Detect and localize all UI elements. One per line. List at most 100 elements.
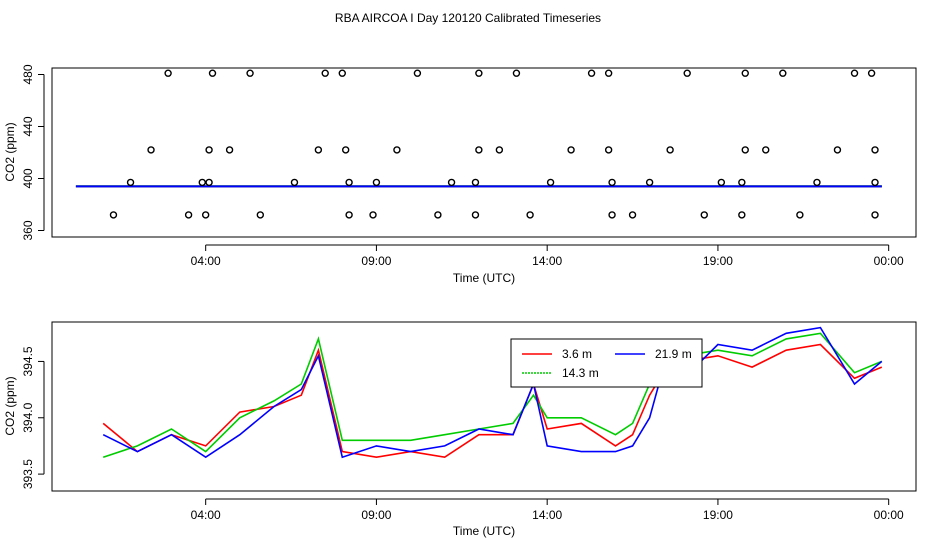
data-point (526, 211, 534, 219)
top-x-axis-label: Time (UTC) (453, 271, 515, 285)
data-point (567, 146, 575, 154)
top-y-tick-label: 480 (21, 64, 35, 84)
data-point (546, 178, 555, 187)
top-y-tick-label: 440 (21, 116, 35, 136)
legend-label-3-6m: 3.6 m (562, 347, 592, 361)
top-y-tick-label: 360 (21, 220, 35, 240)
bottom-y-tick-label: 394.5 (21, 346, 35, 376)
data-point (109, 211, 118, 219)
top-y-tick-label: 400 (21, 168, 35, 188)
data-point (164, 69, 172, 77)
data-point (256, 211, 265, 219)
data-point (369, 211, 377, 219)
top-x-tick-label: 14:00 (532, 254, 562, 268)
data-point (475, 146, 483, 154)
data-point (205, 146, 213, 154)
data-point (871, 146, 879, 154)
bottom-x-tick-label: 04:00 (191, 508, 221, 522)
data-point (741, 69, 749, 77)
data-point (184, 211, 193, 219)
chart-title: RBA AIRCOA I Day 120120 Calibrated Times… (335, 11, 601, 25)
legend-label-14-3m: 14.3 m (562, 366, 599, 380)
top-x-tick-label: 04:00 (191, 254, 221, 268)
series-line-14-3-m (102, 332, 883, 458)
data-point (205, 178, 213, 187)
top-y-axis: 360 400 440 480 (21, 64, 45, 241)
data-point (666, 146, 674, 154)
bottom-x-tick-label: 09:00 (361, 508, 391, 522)
data-point (604, 146, 613, 154)
data-point (867, 69, 876, 77)
data-point (762, 146, 770, 154)
data-point (628, 211, 637, 219)
data-point (833, 146, 842, 154)
data-point (608, 211, 616, 219)
data-point (796, 211, 804, 219)
data-point (738, 178, 746, 187)
bottom-y-tick-label: 394.0 (21, 402, 35, 432)
data-point (495, 146, 504, 154)
data-point (850, 69, 859, 77)
bottom-x-axis: 04:00 09:00 14:00 19:00 00:00 (191, 498, 904, 522)
legend: 3.6 m 14.3 m 21.9 m (510, 338, 703, 388)
legend-box (510, 338, 703, 388)
bottom-y-axis-label: CO2 (ppm) (3, 376, 17, 435)
data-point (341, 146, 350, 154)
top-x-axis: 04:00 09:00 14:00 19:00 00:00 (191, 244, 904, 268)
data-point (700, 211, 708, 219)
top-x-tick-label: 19:00 (703, 254, 733, 268)
bottom-x-axis-label: Time (UTC) (453, 524, 515, 538)
data-point (604, 69, 613, 77)
top-y-axis-label: CO2 (ppm) (3, 122, 17, 181)
bottom-plot-frame (51, 321, 917, 492)
data-point (475, 69, 483, 77)
data-point (741, 146, 749, 154)
data-point (587, 69, 596, 77)
data-point (871, 178, 879, 187)
bottom-y-tick-label: 393.5 (21, 459, 35, 489)
data-point (246, 69, 254, 77)
top-points (109, 69, 879, 219)
bottom-panel: 04:00 09:00 14:00 19:00 00:00 393.5 394.0 394.… (3, 321, 917, 538)
data-point (372, 178, 381, 187)
data-point (393, 146, 401, 154)
series-line-3-6-m (102, 343, 883, 459)
top-plot-frame (51, 67, 917, 238)
data-point (225, 146, 234, 154)
data-point (434, 211, 442, 219)
data-point (345, 211, 353, 219)
top-panel: 04:00 09:00 14:00 19:00 00:00 360 400 440 480 T… (3, 64, 917, 285)
data-point (779, 69, 787, 77)
data-point (683, 69, 691, 77)
legend-label-21-9m: 21.9 m (655, 347, 692, 361)
data-point (147, 146, 155, 154)
data-point (201, 211, 210, 219)
data-point (512, 69, 521, 77)
data-point (813, 178, 821, 187)
data-point (738, 211, 746, 219)
data-point (717, 178, 726, 187)
top-x-tick-label: 00:00 (874, 254, 904, 268)
data-point (126, 178, 135, 187)
data-point (471, 178, 480, 187)
bottom-x-tick-label: 19:00 (703, 508, 733, 522)
data-point (198, 178, 206, 187)
data-point (608, 178, 616, 187)
data-point (413, 69, 422, 77)
series-line-21-9-m (102, 326, 883, 459)
data-point (208, 69, 217, 77)
bottom-series-lines (102, 326, 883, 459)
bottom-x-tick-label: 00:00 (874, 508, 904, 522)
data-point (321, 69, 329, 77)
data-point (345, 178, 353, 187)
data-point (447, 178, 456, 187)
bottom-x-tick-label: 14:00 (532, 508, 562, 522)
data-point (471, 211, 480, 219)
bottom-y-axis: 393.5 394.0 394.5 (21, 346, 45, 489)
data-point (314, 146, 323, 154)
top-x-tick-label: 09:00 (361, 254, 391, 268)
data-point (290, 178, 299, 187)
data-point (645, 178, 654, 187)
data-point (871, 211, 879, 219)
